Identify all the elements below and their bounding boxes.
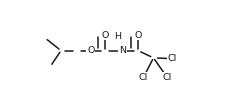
Text: O: O xyxy=(102,31,109,40)
Text: Cl: Cl xyxy=(162,73,172,82)
Text: N: N xyxy=(119,46,126,55)
Text: Cl: Cl xyxy=(168,54,177,63)
Text: N: N xyxy=(119,46,126,55)
Text: O: O xyxy=(134,31,142,40)
Text: Cl: Cl xyxy=(139,73,148,82)
Text: H: H xyxy=(114,32,121,41)
Text: O: O xyxy=(87,46,95,55)
